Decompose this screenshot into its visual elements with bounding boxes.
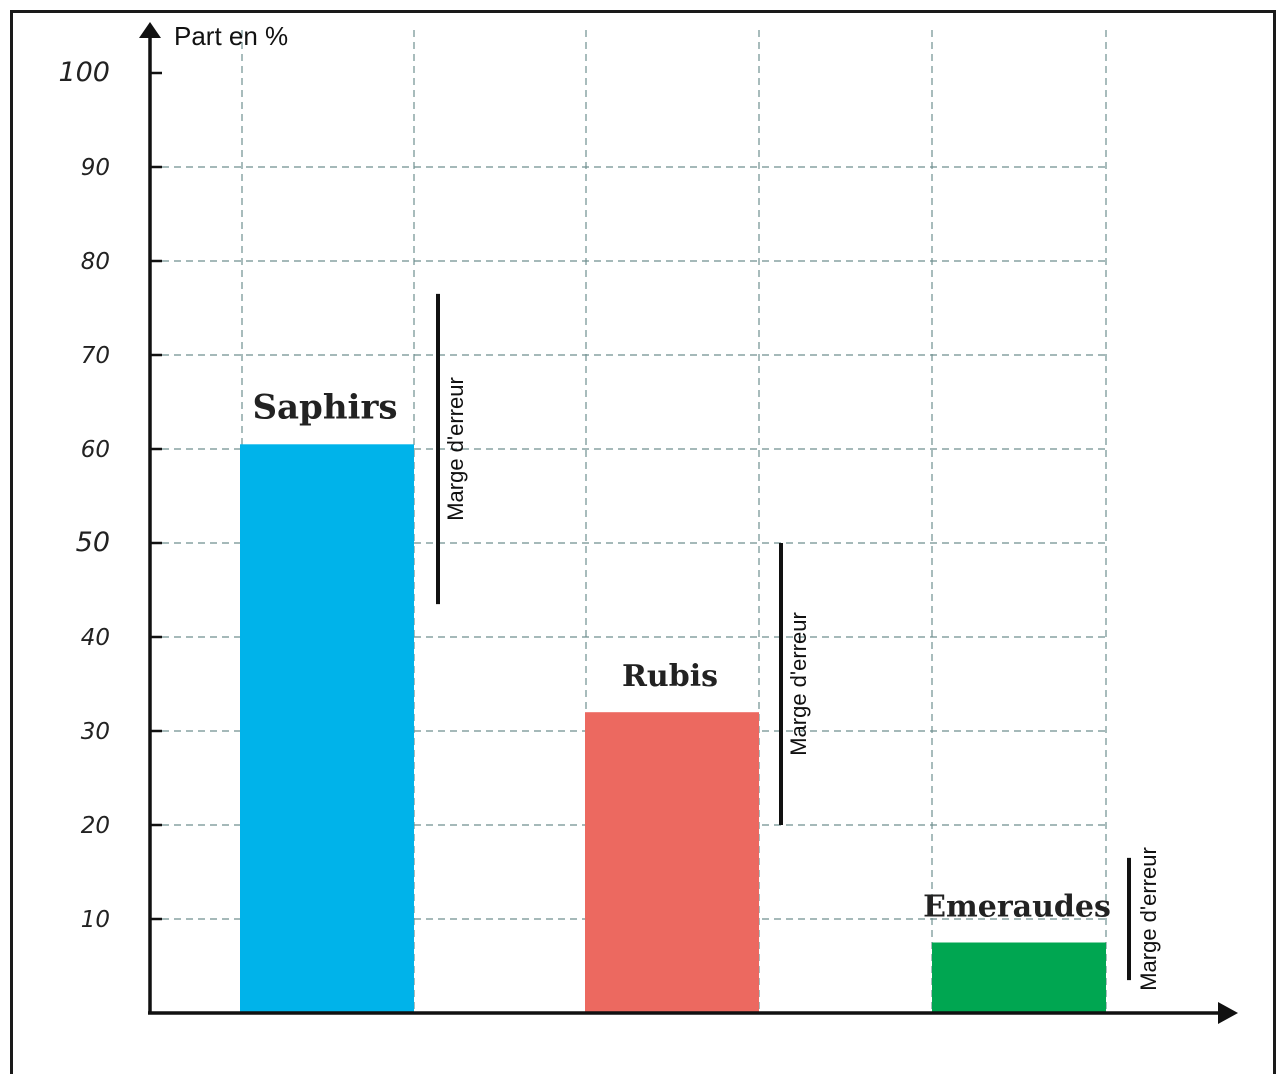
bar-saphirs xyxy=(240,444,414,1013)
bar-label-rubis: Rubis xyxy=(622,659,718,694)
bar-label-saphirs: Saphirs xyxy=(252,387,397,427)
error-bars: Marge d'erreur Marge d'erreur Marge d'erre… xyxy=(438,294,1161,991)
bar-label-emeraudes: Emeraudes xyxy=(923,890,1111,925)
y-tick-label-40: 40 xyxy=(81,625,110,651)
y-tick-label-90: 90 xyxy=(81,155,110,181)
y-tick-label-30: 30 xyxy=(81,719,110,745)
y-tick-label-100: 100 xyxy=(58,57,110,88)
y-tick-label-80: 80 xyxy=(81,249,110,275)
bars xyxy=(240,444,1106,1013)
bar-rubis xyxy=(585,712,759,1013)
bar-emeraudes xyxy=(932,943,1106,1014)
y-ticks: 10 20 30 40 50 60 70 80 90 100 xyxy=(58,57,162,933)
error-bar-label-saphirs: Marge d'erreur xyxy=(443,377,468,521)
y-tick-label-60: 60 xyxy=(81,437,110,463)
y-axis-arrow-icon xyxy=(139,22,161,38)
y-tick-label-50: 50 xyxy=(76,527,110,558)
error-bar-label-rubis: Marge d'erreur xyxy=(786,612,811,756)
x-axis-arrow-icon xyxy=(1218,1002,1238,1024)
error-bar-label-emeraudes: Marge d'erreur xyxy=(1136,847,1161,991)
y-tick-label-10: 10 xyxy=(81,907,110,933)
y-tick-label-70: 70 xyxy=(81,343,110,369)
y-axis-title: Part en % xyxy=(174,21,288,51)
y-tick-label-20: 20 xyxy=(81,813,110,839)
